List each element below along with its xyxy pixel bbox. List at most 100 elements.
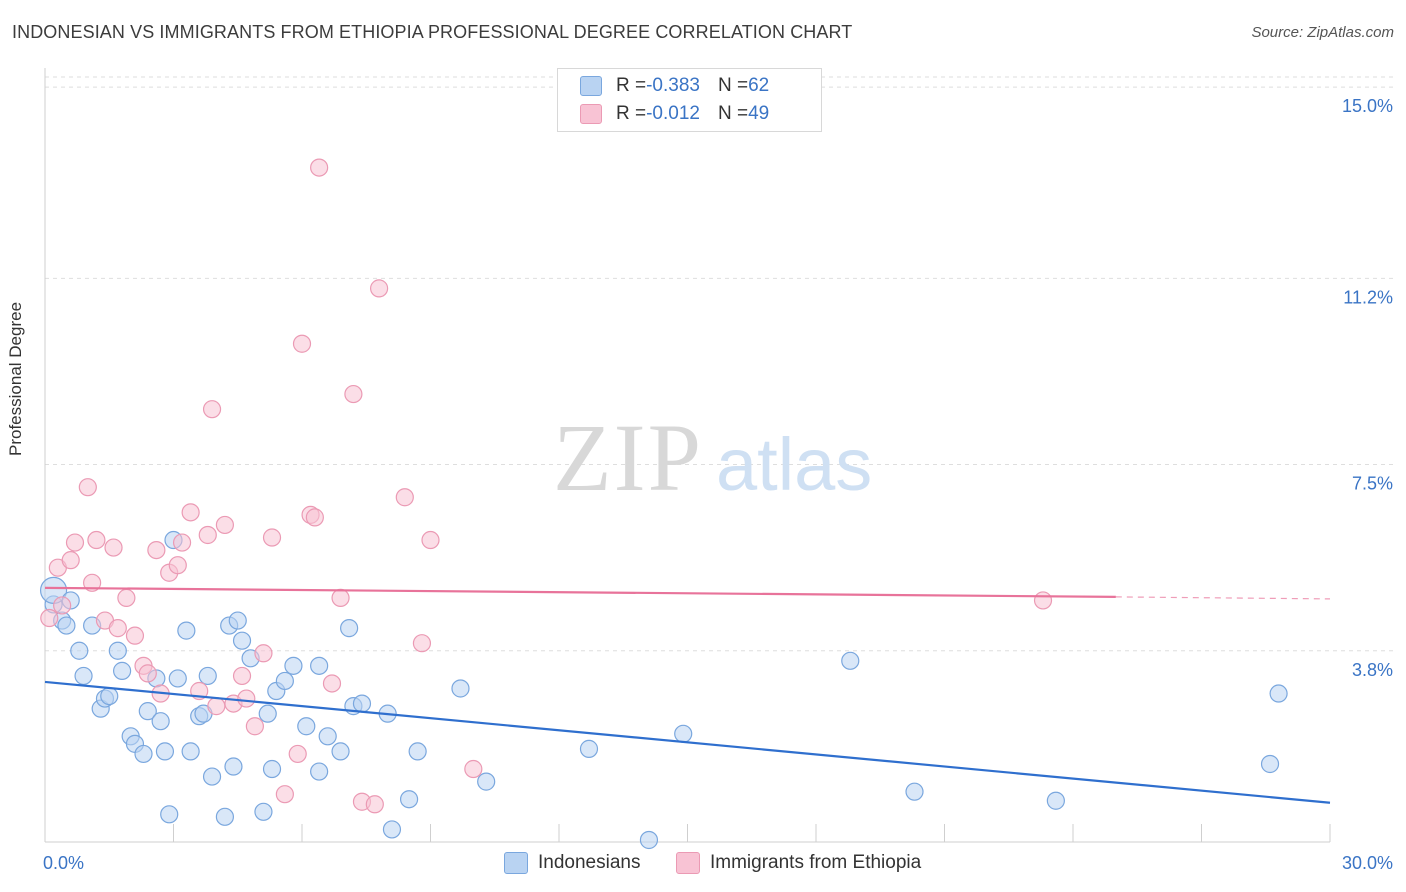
indonesian-point <box>70 641 89 660</box>
indonesian-point <box>352 694 372 713</box>
legend-label-ethiopia: Immigrants from Ethiopia <box>710 852 922 873</box>
gridlines <box>45 76 1395 652</box>
ethiopia-point <box>421 530 440 550</box>
indonesian-point <box>674 724 693 743</box>
source-label: Source: ZipAtlas.com <box>1251 24 1394 41</box>
indonesian-point <box>168 669 187 688</box>
ethiopia-point <box>412 634 432 653</box>
indonesian-point <box>224 757 243 776</box>
ethiopia-point <box>147 540 166 560</box>
indonesian-point <box>1269 684 1288 703</box>
ethiopia-point <box>172 533 192 552</box>
indonesian-point <box>258 704 277 723</box>
ethiopia-point <box>207 697 226 716</box>
indonesian-point <box>198 666 217 686</box>
indonesian-point <box>284 656 303 675</box>
ethiopia-point <box>117 588 136 608</box>
indonesian-point <box>310 656 329 675</box>
x-tick-label: 30.0% <box>1342 853 1393 873</box>
legend-item-ethiopia[interactable]: Immigrants from Ethiopia <box>676 852 921 874</box>
legend-n-label: N = <box>717 103 749 124</box>
ethiopia-point <box>288 744 307 764</box>
ethiopia-point <box>292 334 312 353</box>
indonesian-point <box>112 661 132 680</box>
legend-n-label: N = <box>717 75 749 96</box>
indonesian-point <box>841 651 860 670</box>
ethiopia-point <box>254 644 273 663</box>
legend-swatch-blue <box>504 852 528 874</box>
indonesian-point <box>232 631 252 650</box>
ethiopia-point <box>83 573 102 592</box>
ethiopia-point <box>40 608 59 628</box>
indonesian-point <box>57 616 76 635</box>
y-tick-label: 15.0% <box>1342 96 1393 116</box>
indonesian-point <box>1046 791 1065 810</box>
indonesian-point <box>310 762 329 781</box>
series-indonesians <box>39 530 1288 850</box>
indonesian-point <box>382 820 402 839</box>
x-tick-label: 0.0% <box>43 853 84 873</box>
ethiopia-point <box>108 619 127 638</box>
indonesian-point <box>138 702 157 721</box>
ethiopia-point <box>275 785 294 804</box>
ethiopia-point <box>370 279 389 298</box>
indonesian-point <box>275 671 294 691</box>
ethiopia-point <box>1033 591 1053 610</box>
trend-line-ethiopia <box>44 586 1116 598</box>
indonesian-point <box>579 739 599 758</box>
ethiopia-point <box>245 717 264 736</box>
ethiopia-point <box>331 588 350 608</box>
ethiopia-point <box>202 400 222 419</box>
indonesian-point <box>202 767 222 786</box>
ethiopia-point <box>53 596 72 615</box>
ethiopia-point <box>322 674 342 693</box>
indonesian-point <box>408 742 427 761</box>
ethiopia-point <box>395 488 414 507</box>
series-legend: Indonesians Immigrants from Ethiopia <box>0 852 1406 878</box>
legend-r-value: -0.012 <box>646 103 700 124</box>
legend-row-indonesians: R = -0.383 N = 62 <box>580 72 769 100</box>
ethiopia-point <box>310 158 329 177</box>
trend-line-ethiopia-extension <box>1115 596 1331 600</box>
ethiopia-point <box>65 533 85 552</box>
legend-r-label: R = <box>616 75 647 96</box>
indonesian-point <box>340 619 359 638</box>
indonesian-point <box>331 742 350 761</box>
legend-r-value: -0.383 <box>646 75 700 96</box>
trend-line-indonesians <box>44 680 1331 804</box>
y-tick-label: 3.8% <box>1352 660 1393 680</box>
ethiopia-point <box>365 795 384 814</box>
indonesian-point <box>905 782 924 801</box>
legend-row-ethiopia: R = -0.012 N = 49 <box>580 100 769 128</box>
y-axis-label: Professional Degree <box>6 301 25 456</box>
trend-lines <box>44 586 1331 804</box>
ethiopia-point <box>87 530 106 550</box>
chart-title: INDONESIAN VS IMMIGRANTS FROM ETHIOPIA P… <box>12 22 853 42</box>
tick-labels: 3.8% 7.5% 11.2% 15.0% 0.0% 30.0% <box>43 96 1393 873</box>
indonesian-point <box>177 621 196 640</box>
indonesian-point <box>100 686 119 706</box>
ethiopia-point <box>464 759 483 779</box>
indonesian-point <box>181 742 200 761</box>
indonesian-point <box>254 802 273 821</box>
legend-swatch-pink <box>580 104 602 124</box>
ethiopia-point <box>262 528 282 547</box>
indonesian-point <box>228 611 247 630</box>
indonesian-point <box>74 666 93 686</box>
axes <box>44 68 1331 843</box>
ethiopia-point <box>215 515 234 535</box>
indonesian-point <box>297 717 316 736</box>
indonesian-point <box>151 712 170 731</box>
ethiopia-point <box>305 508 324 527</box>
ethiopia-point <box>78 478 97 497</box>
ethiopia-point <box>344 384 363 404</box>
ethiopia-point <box>232 666 252 686</box>
legend-swatch-pink <box>676 852 700 874</box>
ethiopia-point <box>125 626 145 645</box>
indonesian-point <box>215 807 234 826</box>
indonesian-point <box>399 790 419 809</box>
ethiopia-point <box>237 689 256 708</box>
legend-n-value: 62 <box>748 75 770 96</box>
legend-item-indonesians[interactable]: Indonesians <box>504 852 640 874</box>
